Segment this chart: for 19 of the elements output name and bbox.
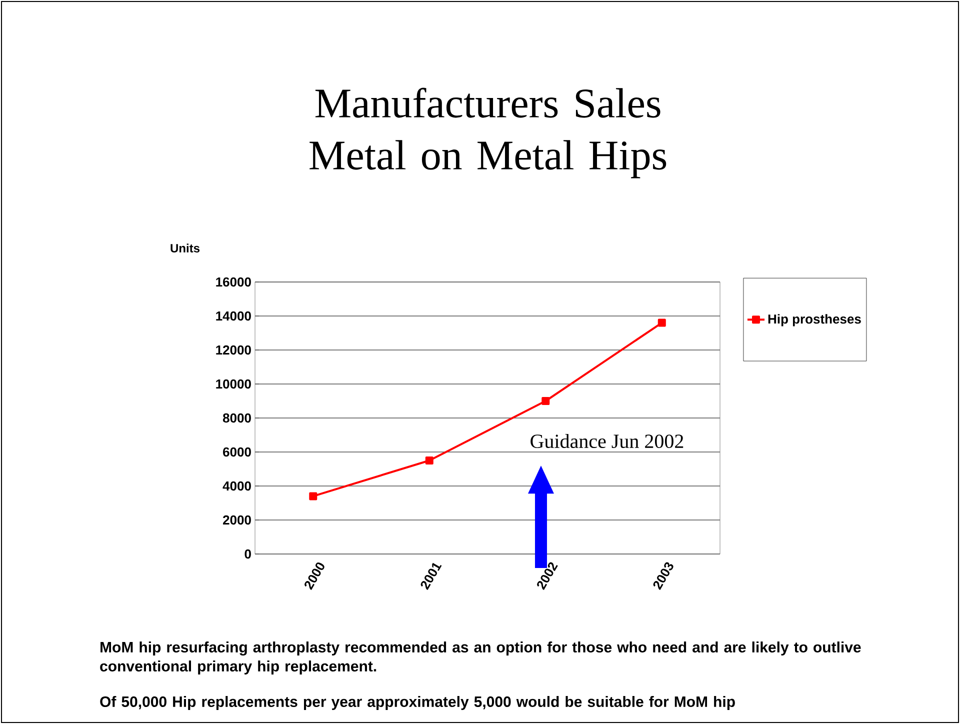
y-tick-label: 0 — [244, 549, 251, 559]
y-tick-label: 8000 — [222, 413, 251, 423]
y-tick-label: 14000 — [216, 311, 251, 321]
point — [658, 318, 666, 327]
y-tick-label: 4000 — [222, 481, 251, 491]
chart-title: Manufacturers Sales Metal on Metal Hips — [310, 88, 666, 178]
text: Of 50,000 Hip replacements per year approximately 5,000 would be suitable for MoM hip — [100, 696, 735, 710]
y-tick-label: 6000 — [223, 447, 251, 457]
point — [309, 492, 318, 500]
y-tick-label: 16000 — [216, 277, 251, 287]
point — [542, 397, 550, 405]
y-tick-label: 12000 — [216, 345, 251, 355]
y-axis-title: Units — [170, 244, 200, 252]
text: MoM hip resurfacing arthroplasty recommended as an option for those who need and are likely to outlive conventional primary hip replacement. — [100, 642, 861, 674]
point — [425, 456, 434, 464]
annotation: Guidance Jun 2002 — [530, 434, 684, 448]
legend-label: Hip prostheses — [768, 314, 861, 326]
y-tick-label: 2000 — [223, 515, 251, 525]
y-tick-label: 10000 — [216, 379, 251, 389]
